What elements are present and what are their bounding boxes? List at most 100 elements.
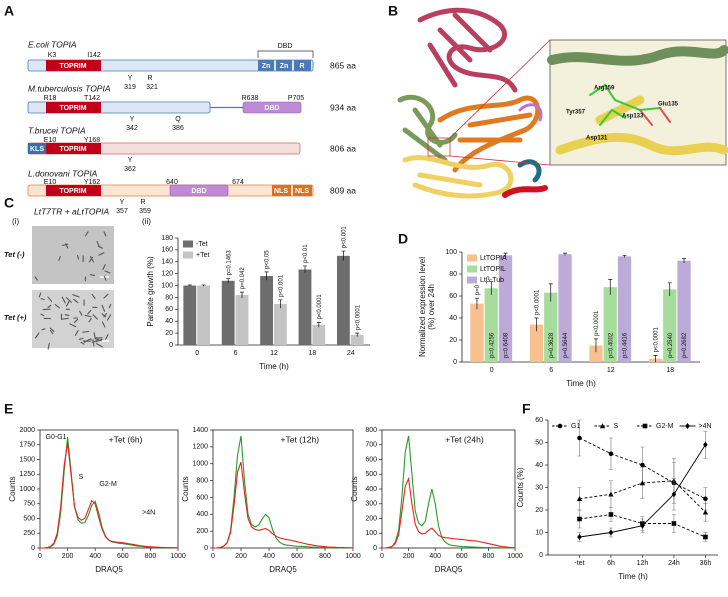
site-label: Y168 [84, 137, 100, 144]
error-bar [682, 258, 687, 263]
legend-label: -Tet [196, 241, 208, 248]
marker [608, 451, 614, 457]
residue-label: Arg359 [594, 86, 615, 92]
error-bar [187, 284, 192, 287]
x-tick-label: 200 [235, 553, 247, 560]
cell [98, 252, 105, 256]
error-bar [264, 271, 269, 281]
y-tick-label: 1200 [192, 444, 208, 451]
bar [663, 289, 677, 362]
p-value-label: p<0.05 [265, 250, 271, 269]
y-tick-label: 20 [165, 330, 173, 337]
p-value-label: p<0.0001 [355, 304, 361, 330]
p-value-label: p=0.1463 [226, 250, 232, 276]
bar [260, 276, 273, 345]
chart-title: +Tet (24h) [445, 434, 484, 444]
domain-cartoon [547, 45, 728, 66]
x-tick-label: 400 [89, 553, 101, 560]
cell [108, 303, 112, 309]
zoom-line [449, 39, 551, 139]
x-tick-label: 0 [195, 350, 199, 357]
cell [101, 321, 106, 328]
bar [197, 285, 211, 345]
zoom-line [449, 155, 551, 166]
x-tick-label: 1000 [345, 553, 361, 560]
legend-label: G1 [571, 423, 580, 430]
y-tick-label: 10 [535, 529, 543, 536]
error-bar [474, 297, 479, 310]
x-axis-label: DRAQ5 [269, 565, 297, 574]
panel-label: B [388, 3, 398, 19]
p-value-label: p=0.3628 [549, 332, 555, 358]
y-tick-label: 80 [165, 294, 173, 301]
domain [293, 185, 312, 196]
legend-swatch [183, 240, 193, 248]
site-label: 342 [126, 125, 138, 132]
cell [93, 332, 96, 340]
p-value-label: p=0 [475, 284, 481, 295]
axis [547, 420, 718, 556]
cell [61, 296, 66, 304]
error-bar [548, 283, 553, 302]
cell [47, 304, 52, 308]
y-tick-label: 1500 [19, 456, 35, 463]
y-tick-label: 0 [539, 552, 543, 559]
y-tick-label: 300 [365, 501, 377, 508]
domain-cartoon [502, 185, 548, 198]
y-tick-label: 1000 [192, 461, 208, 468]
x-tick-label: 36h [700, 560, 712, 567]
domain [46, 102, 101, 113]
x-tick-label: 600 [117, 553, 129, 560]
error-bar [355, 332, 360, 337]
domain [46, 185, 101, 196]
site-label: 319 [124, 84, 136, 91]
residue-sticks [639, 107, 671, 126]
bar [221, 280, 235, 345]
y-tick-label: 30 [535, 484, 543, 491]
x-tick-label: -tet [574, 560, 584, 567]
y-tick-label: 0 [373, 545, 377, 552]
series-line [579, 437, 706, 500]
bar [235, 295, 249, 345]
x-tick-label: 12 [270, 350, 278, 357]
legend-label: +Tet [196, 252, 209, 259]
cell [98, 245, 103, 249]
bar [312, 324, 326, 345]
y-tick-label: 1400 [192, 427, 208, 434]
bar [617, 256, 632, 362]
marker [639, 480, 646, 486]
legend-label: S [614, 423, 619, 430]
cell [40, 298, 45, 300]
bar [484, 288, 498, 362]
cell [87, 309, 92, 315]
domain-label: DBD [278, 43, 293, 50]
p-value-label: p=0.2682 [682, 332, 688, 358]
y-tick-label: 50 [535, 439, 543, 446]
site-label: R638 [242, 95, 259, 102]
x-tick-label: 18 [309, 350, 317, 357]
y-tick-label: 200 [365, 515, 377, 522]
cell [104, 270, 111, 274]
error-bar [278, 299, 283, 309]
site-label: Q [175, 116, 181, 123]
marker [608, 512, 614, 517]
y-tick-label: 1750 [19, 442, 35, 449]
protein-length: 934 aa [330, 102, 356, 112]
zoom-box [427, 137, 451, 157]
p-value-label: p<0.01 [303, 244, 309, 263]
cell [47, 342, 50, 350]
domain-label: Zn [280, 63, 289, 70]
bar [470, 303, 484, 362]
cell [72, 294, 80, 298]
domain [258, 60, 274, 71]
cell [103, 231, 107, 237]
y-tick-label: 120 [161, 271, 173, 278]
panel-label: A [4, 3, 14, 19]
cell [65, 243, 69, 249]
cell [89, 256, 95, 263]
cell [77, 254, 80, 260]
residue-label: Tyr357 [566, 110, 586, 116]
domain-label: TOPRIM [59, 188, 86, 195]
x-axis-label: DRAQ5 [435, 565, 463, 574]
